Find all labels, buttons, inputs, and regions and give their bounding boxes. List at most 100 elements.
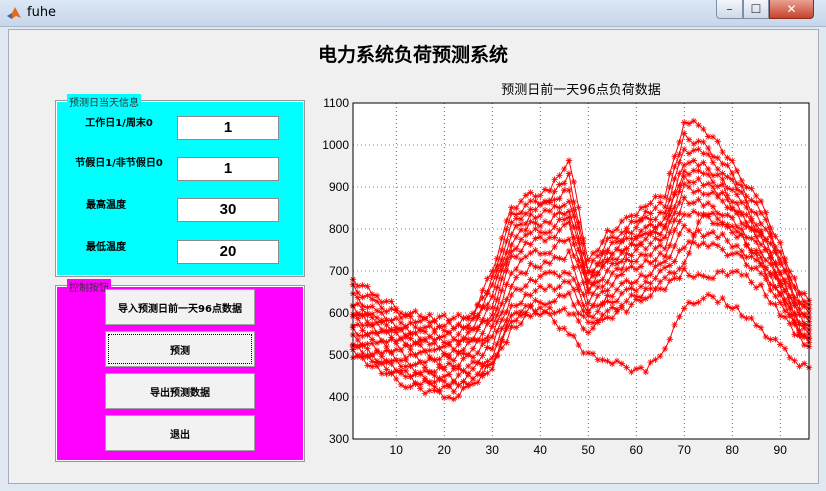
- data-point-marker: [551, 298, 558, 305]
- data-point-marker: [393, 307, 400, 314]
- data-point-marker: [671, 258, 678, 265]
- data-point-marker: [450, 379, 457, 386]
- data-point-marker: [373, 319, 381, 326]
- data-point-marker: [580, 291, 587, 298]
- max-temp-field[interactable]: 30: [177, 198, 279, 222]
- data-point-marker: [393, 346, 400, 353]
- data-point-marker: [431, 346, 438, 354]
- window-title: fuhe: [27, 5, 57, 20]
- data-point-marker: [551, 223, 558, 230]
- data-point-marker: [460, 324, 467, 331]
- data-point-marker: [373, 362, 381, 370]
- data-point-marker: [647, 358, 654, 366]
- data-point-marker: [801, 325, 808, 332]
- data-point-marker: [484, 290, 491, 297]
- data-point-marker: [647, 292, 654, 300]
- data-point-marker: [613, 260, 621, 268]
- data-point-marker: [661, 245, 669, 253]
- data-point-marker: [623, 235, 630, 242]
- data-point-marker: [781, 259, 789, 266]
- data-point-marker: [532, 246, 539, 254]
- data-point-marker: [652, 193, 659, 200]
- data-point-marker: [508, 204, 515, 211]
- import-data-button[interactable]: 导入预测日前一天96点数据: [105, 289, 255, 325]
- forecast-button[interactable]: 预测: [105, 331, 255, 367]
- maximize-button[interactable]: ☐: [743, 0, 769, 19]
- data-point-marker: [666, 196, 673, 203]
- data-point-marker: [652, 229, 659, 236]
- data-point-marker: [465, 351, 472, 359]
- data-point-marker: [580, 240, 587, 247]
- data-point-marker: [498, 266, 505, 274]
- data-point-marker: [671, 209, 678, 217]
- data-point-marker: [676, 182, 683, 189]
- data-point-marker: [724, 223, 731, 231]
- data-point-marker: [671, 203, 678, 211]
- data-point-marker: [791, 274, 798, 282]
- data-point-marker: [493, 305, 501, 313]
- export-data-button[interactable]: 导出预测数据: [105, 373, 255, 409]
- workday-field[interactable]: 1: [177, 116, 279, 140]
- data-point-marker: [700, 125, 707, 133]
- data-point-marker: [733, 191, 741, 198]
- data-point-marker: [397, 325, 405, 332]
- data-point-marker: [623, 245, 630, 252]
- data-point-marker: [364, 304, 371, 311]
- data-point-marker: [513, 215, 520, 222]
- data-point-marker: [781, 300, 789, 308]
- data-point-marker: [431, 387, 438, 394]
- data-point-marker: [585, 257, 592, 264]
- data-point-marker: [585, 349, 592, 357]
- data-point-marker: [733, 249, 741, 257]
- close-button[interactable]: ✕: [769, 0, 814, 19]
- min-temp-field[interactable]: 20: [177, 240, 279, 264]
- data-point-marker: [618, 304, 625, 312]
- x-tick-label: 50: [582, 443, 596, 456]
- data-point-marker: [513, 324, 520, 331]
- data-point-marker: [373, 339, 381, 347]
- data-point-marker: [551, 234, 558, 241]
- data-point-marker: [460, 350, 467, 357]
- data-point-marker: [637, 364, 645, 371]
- data-point-marker: [700, 239, 707, 247]
- data-point-marker: [546, 304, 553, 311]
- data-point-marker: [417, 369, 424, 376]
- data-point-marker: [580, 302, 587, 309]
- min-temp-label: 最低温度: [86, 242, 126, 253]
- data-point-marker: [613, 357, 621, 365]
- data-point-marker: [657, 220, 664, 228]
- data-point-marker: [594, 308, 601, 315]
- data-point-marker: [364, 321, 371, 329]
- data-point-marker: [527, 210, 534, 218]
- data-point-marker: [642, 278, 649, 285]
- data-point-marker: [455, 365, 462, 372]
- data-point-marker: [479, 336, 486, 344]
- data-point-marker: [354, 332, 361, 339]
- data-point-marker: [594, 260, 601, 267]
- data-point-marker: [637, 283, 645, 290]
- data-point-marker: [772, 233, 779, 240]
- y-tick-label: 700: [329, 264, 349, 278]
- data-point-marker: [498, 309, 505, 317]
- data-point-marker: [781, 345, 789, 352]
- y-tick-label: 400: [329, 390, 349, 404]
- data-point-marker: [695, 146, 702, 153]
- data-point-marker: [757, 209, 765, 217]
- holiday-field[interactable]: 1: [177, 157, 279, 181]
- data-point-marker: [565, 270, 573, 277]
- data-point-marker: [541, 206, 549, 214]
- data-point-marker: [522, 201, 529, 209]
- data-point-marker: [541, 199, 549, 206]
- data-point-marker: [724, 211, 731, 219]
- exit-button[interactable]: 退出: [105, 415, 255, 451]
- minimize-button[interactable]: –: [716, 0, 743, 19]
- data-point-marker: [652, 235, 659, 242]
- data-point-marker: [700, 170, 707, 177]
- data-point-marker: [748, 235, 755, 242]
- data-point-marker: [609, 269, 616, 277]
- data-point-marker: [441, 365, 448, 373]
- data-point-marker: [532, 235, 539, 242]
- data-point-marker: [628, 235, 635, 242]
- data-point-marker: [647, 259, 654, 267]
- data-point-marker: [517, 221, 525, 228]
